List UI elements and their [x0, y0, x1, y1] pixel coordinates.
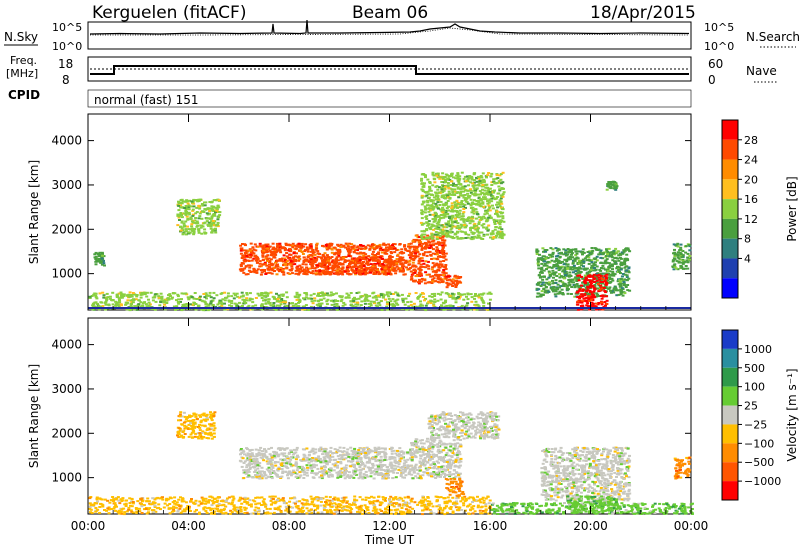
data-region-0 [88, 291, 493, 312]
data-region-5 [444, 274, 463, 289]
cpid-value: normal (fast) 151 [94, 93, 198, 107]
colorbar-tick-label: 28 [744, 134, 758, 147]
data-region-4 [409, 233, 448, 285]
colorbar-swatch [722, 218, 738, 239]
date-title: 18/Apr/2015 [590, 3, 696, 23]
nsky-panel: N.Sky 10^5 10^0 10^5 10^0 N.Search [4, 19, 800, 53]
colorbar-tick-label: −25 [744, 418, 767, 431]
colorbar-swatch [722, 405, 738, 425]
colorbar-swatch [722, 238, 738, 259]
data-region-3 [444, 477, 466, 498]
nsearch-label: N.Search [746, 30, 800, 44]
y-axis-label-1: Slant Range [km] [27, 364, 41, 468]
nave-label: Nave [746, 64, 777, 78]
y-tick-label-0-0: 1000 [51, 267, 82, 281]
nave-tick-top: 60 [708, 57, 723, 71]
data-region-9 [575, 273, 609, 311]
nsky-label: N.Sky [4, 30, 38, 44]
x-tick-label-2: 08:00 [272, 519, 307, 533]
x-axis-label: Time UT [364, 533, 415, 547]
y-tick-label-1-2: 3000 [51, 382, 82, 396]
power-chart: 1000 2000 3000 4000 Slant Range [km] 28 24 20 16… [27, 113, 799, 312]
colorbar-swatch [722, 386, 738, 406]
data-region-0 [88, 495, 492, 516]
data-region-5 [176, 411, 217, 440]
data-region-2 [409, 437, 463, 480]
colorbar-tick-label: 4 [744, 252, 751, 265]
colorbar-swatch [722, 367, 738, 387]
nsearch-trace [90, 27, 690, 36]
x-tick-label-4: 16:00 [473, 519, 508, 533]
x-tick-label-1: 04:00 [171, 519, 206, 533]
colorbar-tick-label: 1000 [744, 343, 772, 356]
data-region-9 [673, 456, 692, 480]
freq-tick-bottom: 8 [62, 73, 70, 87]
freq-panel: Freq. [MHz] 18 8 60 0 Nave [6, 54, 778, 87]
colorbar-swatch [722, 159, 738, 180]
colorbar-swatch [722, 278, 738, 298]
y-tick-label-0-1: 2000 [51, 222, 82, 236]
y-axis-label-0: Slant Range [km] [27, 160, 41, 264]
colorbar-swatch [722, 481, 738, 500]
freq-label-line2: [MHz] [6, 67, 38, 80]
y-tick-label-0-3: 4000 [51, 134, 82, 148]
data-region-1 [93, 251, 106, 267]
x-tick-label-3: 12:00 [372, 519, 407, 533]
nave-tick-bottom: 0 [708, 73, 716, 87]
colorbar-swatch [722, 424, 738, 444]
velocity-chart: 1000 2000 3000 4000 00:00 04:00 08:00 12:00 16:0… [27, 317, 799, 547]
y-tick-label-0-2: 3000 [51, 178, 82, 192]
colorbar-swatch [722, 443, 738, 463]
nsky-tick-top: 10^5 [52, 21, 82, 34]
colorbar-swatch [722, 258, 738, 279]
colorbar-tick-label: −100 [744, 437, 774, 450]
data-region-7 [176, 198, 222, 236]
colorbar-0: 28 24 20 16 12 8 4 Power [dB] [721, 119, 799, 299]
colorbar-tick-label: 20 [744, 173, 758, 186]
colorbar-tick-label: 16 [744, 193, 758, 206]
freq-label-line1: Freq. [10, 54, 37, 67]
data-region-1 [238, 446, 413, 480]
y-tick-label-1-3: 4000 [51, 338, 82, 352]
x-tick-label-6: 00:00 [674, 519, 709, 533]
colorbar-swatch [722, 139, 738, 160]
colorbar-swatch [722, 179, 738, 200]
station-title: Kerguelen (fitACF) [92, 3, 246, 23]
colorbar-swatch [722, 199, 738, 219]
data-region-6 [419, 171, 506, 241]
colorbar-tick-label: 12 [744, 213, 758, 226]
colorbar-tick-label: 24 [744, 154, 758, 167]
colorbar-tick-label: −500 [744, 456, 774, 469]
colorbar-swatch [722, 330, 738, 349]
data-region-3 [302, 255, 405, 276]
y-tick-label-1-0: 1000 [51, 471, 82, 485]
data-region-10 [671, 242, 692, 271]
freq-tick-top: 18 [58, 57, 73, 71]
data-region-6 [540, 446, 632, 502]
colorbar-tick-label: 500 [744, 362, 765, 375]
colorbar-label-0: Power [dB] [785, 176, 799, 241]
colorbar-swatch [722, 348, 738, 368]
nsky-trace [89, 19, 690, 35]
freq-trace [90, 65, 689, 75]
beam-title: Beam 06 [352, 3, 428, 23]
colorbar-label-1: Velocity [m s⁻¹] [785, 368, 799, 461]
colorbar-tick-label: −1000 [744, 475, 781, 488]
x-tick-label-5: 20:00 [573, 519, 608, 533]
colorbar-tick-label: 25 [744, 400, 758, 413]
colorbar-swatch [722, 462, 738, 482]
nsearch-tick-bottom: 10^0 [704, 40, 734, 53]
nsearch-tick-top: 10^5 [704, 21, 734, 34]
colorbar-tick-label: 8 [744, 233, 751, 246]
data-region-4 [427, 411, 501, 440]
nsky-tick-bottom: 10^0 [52, 40, 82, 53]
x-tick-label-0: 00:00 [71, 519, 106, 533]
colorbar-swatch [722, 120, 738, 140]
y-tick-label-1-1: 2000 [51, 426, 82, 440]
colorbar-1: 1000 500 100 25 −25 −100 −500 −1000 Velocity [m … [721, 329, 799, 501]
colorbar-tick-label: 100 [744, 381, 765, 394]
data-region-11 [605, 180, 619, 191]
cpid-label: CPID [8, 88, 40, 102]
